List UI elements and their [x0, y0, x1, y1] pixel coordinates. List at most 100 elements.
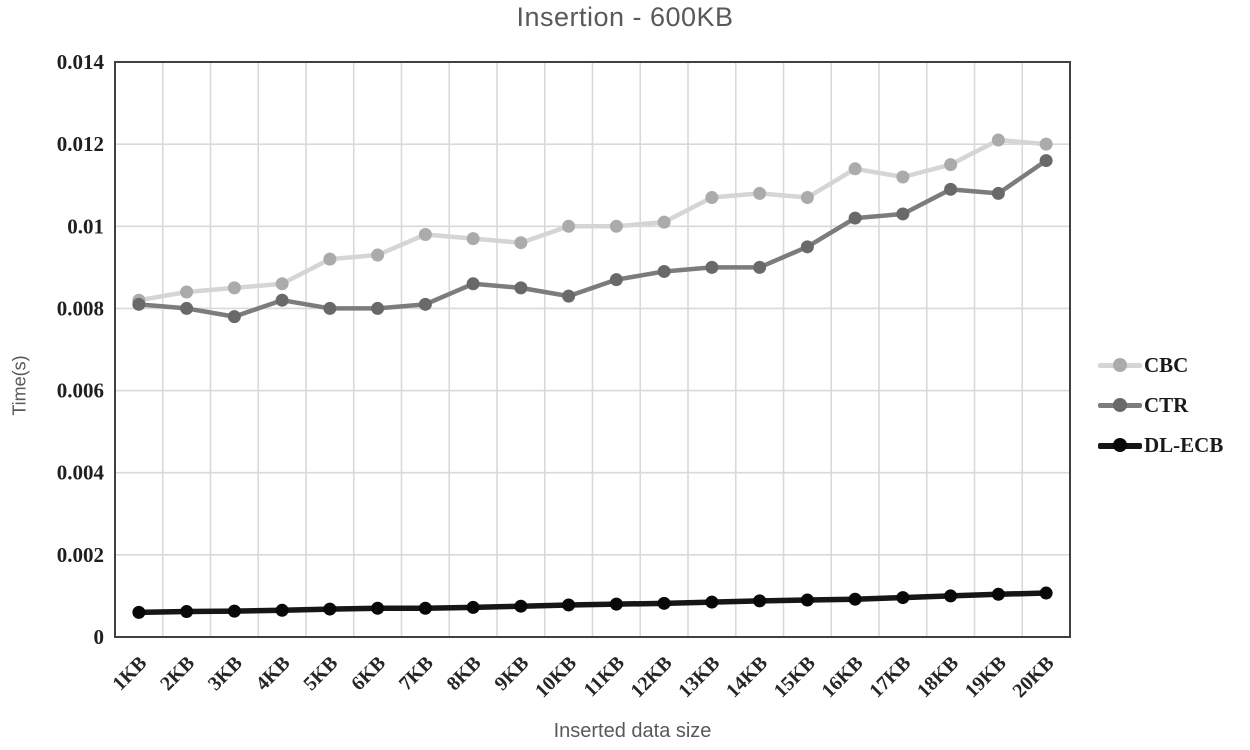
legend-label-dl-ecb: DL-ECB	[1144, 432, 1224, 457]
data-point-dl-ecb-6KB	[371, 601, 385, 615]
y-tick-label: 0.008	[57, 296, 104, 320]
y-tick-label: 0.006	[57, 379, 104, 403]
legend-item-dl-ecb: DL-ECB	[1098, 432, 1223, 458]
x-tick-label: 13KB	[674, 652, 724, 702]
data-point-ctr-16KB	[848, 211, 862, 225]
legend-item-cbc: CBC	[1098, 352, 1223, 378]
legend: CBC CTR DL-ECB	[1098, 352, 1223, 458]
data-point-ctr-19KB	[991, 186, 1005, 200]
data-point-ctr-7KB	[418, 297, 432, 311]
y-tick-label: 0.004	[57, 461, 105, 485]
series-line-cbc	[136, 137, 1049, 303]
data-point-dl-ecb-14KB	[753, 594, 767, 608]
data-point-dl-ecb-3KB	[227, 604, 241, 618]
data-point-dl-ecb-17KB	[896, 591, 910, 605]
data-point-cbc-18KB	[944, 158, 958, 172]
data-point-dl-ecb-18KB	[944, 589, 958, 603]
data-point-ctr-10KB	[562, 289, 576, 303]
y-tick-label: 0.014	[57, 50, 105, 74]
data-point-ctr-5KB	[323, 301, 337, 315]
data-point-cbc-8KB	[466, 232, 480, 246]
x-tick-label: 18KB	[913, 652, 963, 702]
x-tick-label: 2KB	[156, 652, 199, 695]
x-tick-label: 1KB	[108, 652, 151, 695]
data-point-cbc-17KB	[896, 170, 910, 184]
series-line-dl-ecb	[136, 590, 1049, 616]
data-point-ctr-14KB	[753, 260, 767, 274]
legend-item-ctr: CTR	[1098, 392, 1223, 418]
data-point-dl-ecb-10KB	[562, 598, 576, 612]
data-point-cbc-2KB	[180, 285, 194, 299]
data-point-ctr-17KB	[896, 207, 910, 221]
series-ctr	[132, 154, 1053, 324]
data-point-cbc-14KB	[753, 186, 767, 200]
legend-label-ctr: CTR	[1144, 392, 1189, 417]
data-point-cbc-16KB	[848, 162, 862, 176]
x-tick-label: 11KB	[580, 652, 629, 701]
x-tick-label: 3KB	[204, 652, 247, 695]
data-point-cbc-9KB	[514, 236, 528, 250]
data-point-ctr-11KB	[609, 273, 623, 287]
x-tick-label: 12KB	[627, 652, 677, 702]
data-point-dl-ecb-13KB	[705, 595, 719, 609]
data-point-ctr-12KB	[657, 264, 671, 278]
data-point-cbc-4KB	[275, 277, 289, 291]
data-point-dl-ecb-4KB	[275, 603, 289, 617]
x-tick-label: 4KB	[252, 652, 295, 695]
x-tick-label: 5KB	[299, 652, 342, 695]
data-point-dl-ecb-9KB	[514, 599, 528, 613]
cbc-line-marker-icon	[1098, 352, 1142, 378]
x-tick-label: 20KB	[1009, 652, 1059, 702]
plot-frame	[114, 61, 1071, 638]
data-point-dl-ecb-19KB	[991, 587, 1005, 601]
x-tick-label: 14KB	[722, 652, 772, 702]
x-tick-label: 15KB	[770, 652, 820, 702]
x-tick-label: 7KB	[395, 652, 438, 695]
data-point-dl-ecb-1KB	[132, 605, 146, 619]
data-point-cbc-10KB	[562, 219, 576, 233]
chart-title: Insertion - 600KB	[516, 2, 734, 32]
series-line-ctr	[136, 158, 1049, 319]
data-point-ctr-2KB	[180, 301, 194, 315]
y-axis-title: Time(s)	[9, 355, 30, 416]
dl-ecb-line-marker-icon	[1098, 432, 1142, 458]
y-axis-ticks: 0 0.002 0.004 0.006 0.008 0.01 0.012 0.014	[57, 50, 105, 649]
data-point-dl-ecb-15KB	[800, 593, 814, 607]
data-point-dl-ecb-16KB	[848, 592, 862, 606]
x-tick-label: 8KB	[443, 652, 486, 695]
data-point-ctr-4KB	[275, 293, 289, 307]
x-tick-label: 17KB	[865, 652, 915, 702]
data-point-ctr-8KB	[466, 277, 480, 291]
series-cbc	[132, 133, 1053, 307]
data-point-cbc-11KB	[609, 219, 623, 233]
y-tick-label: 0.012	[57, 132, 104, 156]
x-tick-label: 16KB	[818, 652, 868, 702]
data-point-dl-ecb-5KB	[323, 602, 337, 616]
data-point-cbc-13KB	[705, 191, 719, 205]
x-tick-label: 9KB	[490, 652, 533, 695]
x-tick-label: 6KB	[347, 652, 390, 695]
data-point-dl-ecb-11KB	[609, 597, 623, 611]
gridlines	[115, 61, 1070, 638]
data-point-cbc-12KB	[657, 215, 671, 229]
ctr-line-marker-icon	[1098, 392, 1142, 418]
data-point-dl-ecb-2KB	[180, 605, 194, 619]
data-point-cbc-3KB	[227, 281, 241, 295]
data-point-cbc-15KB	[800, 191, 814, 205]
data-point-ctr-15KB	[800, 240, 814, 254]
data-point-cbc-6KB	[371, 248, 385, 262]
data-point-ctr-3KB	[227, 310, 241, 324]
x-axis-ticks: 1KB 2KB 3KB 4KB 5KB 6KB 7KB 8KB 9KB10KB11KB12KB1…	[108, 652, 1058, 702]
data-point-ctr-1KB	[132, 297, 146, 311]
data-point-dl-ecb-7KB	[418, 601, 432, 615]
data-point-dl-ecb-20KB	[1039, 586, 1053, 600]
data-point-cbc-7KB	[418, 228, 432, 241]
y-tick-label: 0.01	[67, 214, 104, 238]
data-point-dl-ecb-12KB	[657, 596, 671, 610]
y-tick-label: 0.002	[57, 543, 104, 567]
data-point-cbc-20KB	[1039, 137, 1053, 151]
data-point-ctr-9KB	[514, 281, 528, 295]
data-point-dl-ecb-8KB	[466, 600, 480, 614]
